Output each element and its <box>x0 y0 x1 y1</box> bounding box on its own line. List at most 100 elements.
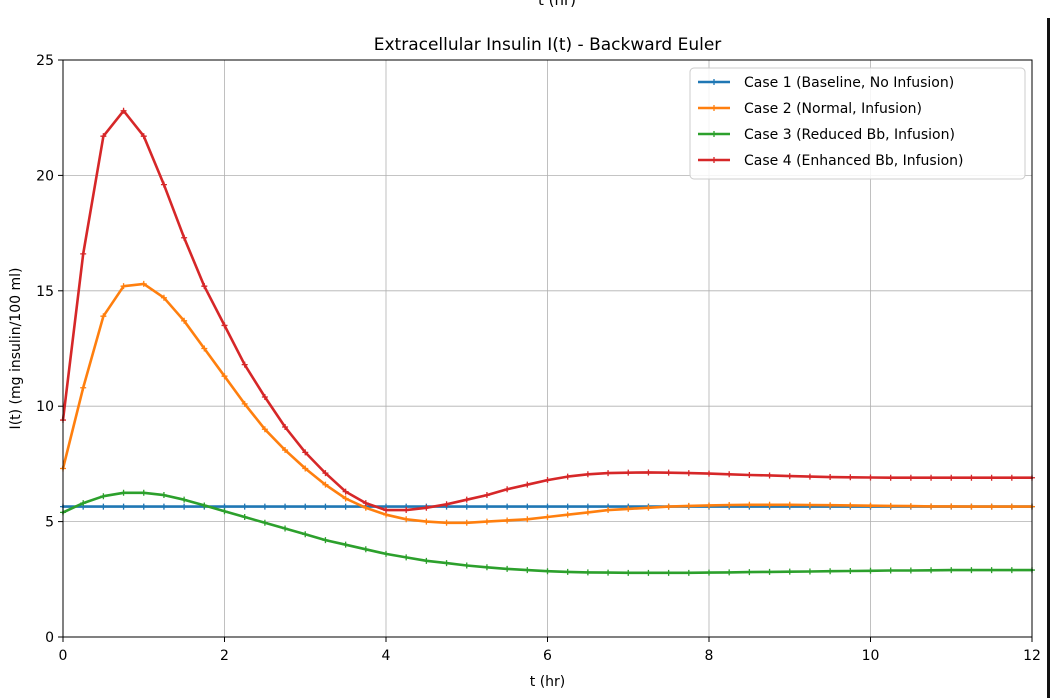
data-point <box>483 492 490 499</box>
data-point <box>544 568 551 575</box>
legend: Case 1 (Baseline, No Infusion) Case 2 (No… <box>689 67 1026 180</box>
legend-label: Case 1 (Baseline, No Infusion) <box>744 75 954 91</box>
data-point <box>907 474 914 481</box>
y-tick-label: 15 <box>36 284 54 300</box>
data-point <box>140 280 147 287</box>
data-point <box>928 567 935 574</box>
data-point <box>80 500 87 507</box>
legend-marker <box>711 79 717 85</box>
x-tick-label: 4 <box>382 648 391 664</box>
data-point <box>342 495 349 502</box>
data-point <box>847 567 854 574</box>
data-point <box>685 502 692 509</box>
data-point <box>746 501 753 508</box>
legend-marker <box>711 157 717 163</box>
legend-marker <box>711 131 717 137</box>
data-point <box>282 423 289 430</box>
data-point <box>806 501 813 508</box>
data-point <box>665 503 672 510</box>
data-point <box>241 503 248 510</box>
data-point <box>786 568 793 575</box>
data-point <box>887 502 894 509</box>
data-point <box>887 474 894 481</box>
data-point <box>948 503 955 510</box>
panel-edge <box>1047 18 1050 698</box>
data-point <box>160 181 167 188</box>
data-point <box>625 469 632 476</box>
data-point <box>201 345 208 352</box>
data-point <box>524 481 531 488</box>
data-point <box>302 465 309 472</box>
data-point <box>968 503 975 510</box>
legend-label: Case 4 (Enhanced Bb, Infusion) <box>744 153 964 169</box>
data-point <box>645 504 652 511</box>
data-point <box>564 568 571 575</box>
data-point <box>665 569 672 576</box>
data-point <box>322 470 329 477</box>
data-point <box>241 513 248 520</box>
data-point <box>423 504 430 511</box>
series-2 <box>60 280 1035 526</box>
data-point <box>261 503 268 510</box>
data-point <box>544 503 551 510</box>
data-point <box>221 508 228 515</box>
data-point <box>564 473 571 480</box>
data-point <box>302 503 309 510</box>
data-point <box>746 471 753 478</box>
data-point <box>160 492 167 499</box>
y-tick-label: 0 <box>45 630 54 646</box>
data-point <box>524 516 531 523</box>
data-point <box>302 449 309 456</box>
data-point <box>625 505 632 512</box>
data-point <box>564 511 571 518</box>
data-point <box>181 234 188 241</box>
data-point <box>625 569 632 576</box>
legend-label: Case 3 (Reduced Bb, Infusion) <box>744 127 955 143</box>
data-point <box>907 567 914 574</box>
data-point <box>605 470 612 477</box>
data-point <box>241 400 248 407</box>
data-point <box>584 503 591 510</box>
data-point <box>483 564 490 571</box>
data-point <box>504 486 511 493</box>
data-point <box>120 489 127 496</box>
x-tick-label: 0 <box>59 648 68 664</box>
data-point <box>181 496 188 503</box>
y-tick-label: 20 <box>36 168 54 184</box>
data-point <box>100 133 107 140</box>
series-lines <box>60 107 1035 576</box>
data-point <box>261 426 268 433</box>
data-point <box>383 507 389 514</box>
legend-marker <box>711 105 717 111</box>
data-point <box>140 489 147 496</box>
legend-item: Case 4 (Enhanced Bb, Infusion) <box>698 153 964 169</box>
data-point <box>645 569 652 576</box>
data-point <box>100 503 107 510</box>
data-point <box>968 567 975 574</box>
data-point <box>988 503 995 510</box>
data-point <box>827 474 834 481</box>
data-point <box>504 517 511 524</box>
data-point <box>463 519 470 526</box>
data-point <box>544 513 551 520</box>
data-point <box>80 250 87 257</box>
x-tick-label: 8 <box>705 648 714 664</box>
data-point <box>786 501 793 508</box>
data-point <box>1008 503 1015 510</box>
data-point <box>584 509 591 516</box>
data-point <box>564 503 571 510</box>
data-point <box>282 447 289 454</box>
x-tick-label: 10 <box>862 648 880 664</box>
data-point <box>988 567 995 574</box>
axis-ticks: 0 2 4 6 8 10 12 0 5 10 15 20 25 <box>36 53 1041 664</box>
data-point <box>463 503 470 510</box>
data-point <box>887 567 894 574</box>
data-point <box>867 502 874 509</box>
data-point <box>181 503 188 510</box>
data-point <box>423 518 430 525</box>
data-point <box>342 503 349 510</box>
data-point <box>584 471 591 478</box>
series-3 <box>60 489 1035 576</box>
data-point <box>806 473 813 480</box>
data-point <box>443 501 450 508</box>
